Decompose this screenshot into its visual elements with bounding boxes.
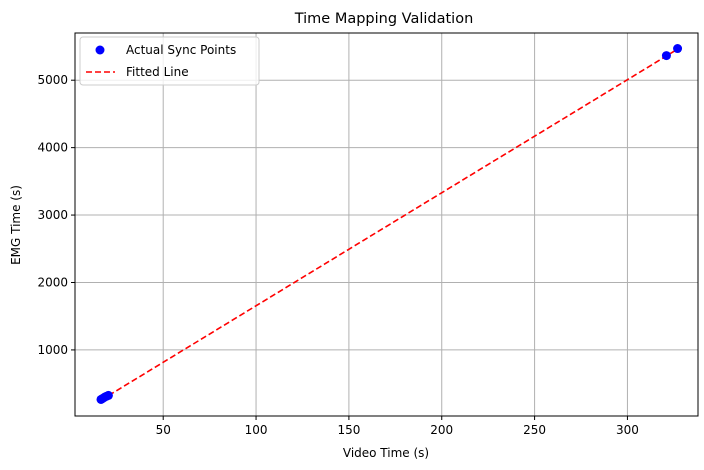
x-tick-label: 50 <box>156 423 171 437</box>
legend-marker-sync-points <box>95 45 105 55</box>
fitted-line <box>100 48 678 401</box>
sync-point <box>103 390 113 400</box>
x-tick-label: 150 <box>337 423 360 437</box>
plot-area <box>96 44 683 404</box>
y-tick-label: 5000 <box>37 73 68 87</box>
plot-frame <box>74 32 699 417</box>
x-axis-title: Video Time (s) <box>343 446 429 460</box>
x-tick-label: 250 <box>523 423 546 437</box>
x-tick-label: 200 <box>430 423 453 437</box>
y-tick-label: 1000 <box>37 343 68 357</box>
grid <box>75 33 698 416</box>
y-axis: 1000 2000 3000 4000 5000 <box>37 73 75 357</box>
legend-label-fitted-line: Fitted Line <box>126 65 189 79</box>
sync-point <box>673 44 683 54</box>
y-tick-label: 2000 <box>37 275 68 289</box>
legend-label-sync-points: Actual Sync Points <box>126 43 236 57</box>
x-axis: 50 100 150 200 250 300 <box>156 416 639 437</box>
legend: Actual Sync Points Fitted Line <box>79 36 260 86</box>
legend-box <box>79 36 260 86</box>
chart-title: Time Mapping Validation <box>294 11 474 27</box>
y-tick-label: 3000 <box>37 208 68 222</box>
y-tick-label: 4000 <box>37 141 68 155</box>
y-axis-title: EMG Time (s) <box>9 185 23 265</box>
x-tick-label: 300 <box>616 423 639 437</box>
x-tick-label: 100 <box>245 423 268 437</box>
sync-point <box>661 51 671 61</box>
